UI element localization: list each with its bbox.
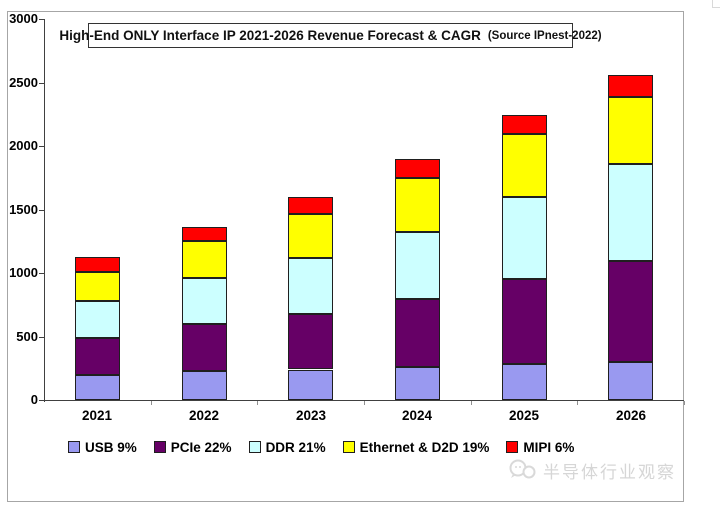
y-axis-tick <box>39 337 44 338</box>
legend-swatch-icon <box>248 441 261 453</box>
bar-segment-pcie <box>502 279 547 364</box>
y-axis-tick <box>39 400 44 401</box>
legend-swatch-icon <box>153 441 166 453</box>
y-axis-tick <box>39 83 44 84</box>
legend-label: PCIe 22% <box>170 439 232 455</box>
y-axis-tick-label: 2000 <box>9 138 38 153</box>
y-axis-tick <box>39 273 44 274</box>
page-corner-fragment <box>712 0 720 8</box>
chart-title-box: High-End ONLY Interface IP 2021-2026 Rev… <box>59 23 602 48</box>
bar-segment-ethernet <box>502 133 547 198</box>
bar-segment-usb <box>75 374 120 400</box>
bar-segment-ddr <box>502 197 547 280</box>
watermark: 半导体行业观察 <box>508 458 676 482</box>
legend-item-ddr: DDR 21% <box>248 439 326 455</box>
bar-segment-ddr <box>288 257 333 314</box>
bar-segment-usb <box>395 367 440 400</box>
x-axis-category-label: 2021 <box>81 408 113 423</box>
legend-label: DDR 21% <box>265 439 326 455</box>
y-axis-tick-label: 0 <box>30 392 38 407</box>
bar-segment-mipi <box>608 74 653 98</box>
legend-item-ethernet: Ethernet & D2D 19% <box>342 439 490 455</box>
bar-segment-mipi <box>182 226 227 242</box>
bar-segment-ddr <box>608 164 653 261</box>
chart-source-note: (Source IPnest-2022) <box>487 29 602 42</box>
bar-segment-mipi <box>288 196 333 214</box>
legend-swatch-icon <box>342 441 355 453</box>
bar-segment-ddr <box>75 300 120 338</box>
y-axis-tick-label: 2500 <box>9 75 38 90</box>
bar-segment-ddr <box>395 232 440 300</box>
y-axis-tick-label: 1000 <box>9 265 38 280</box>
y-axis-tick-label: 500 <box>16 329 38 344</box>
bar-segment-ethernet <box>608 97 653 165</box>
bar-segment-ethernet <box>75 271 120 301</box>
bar-segment-mipi <box>502 114 547 134</box>
y-axis-tick <box>39 210 44 211</box>
x-axis-category-label: 2023 <box>295 408 327 423</box>
bar-segment-ethernet <box>288 213 333 258</box>
y-axis-tick <box>39 19 44 20</box>
legend: USB 9% PCIe 22% DDR 21% Ethernet & D2D 19% M… <box>68 438 574 456</box>
bar-segment-ethernet <box>182 241 227 279</box>
bar-segment-usb <box>502 363 547 400</box>
legend-label: Ethernet & D2D 19% <box>359 439 490 455</box>
legend-label: MIPI 6% <box>523 439 575 455</box>
x-axis-tick <box>364 401 365 405</box>
bar-segment-ddr <box>182 278 227 324</box>
bar-segment-pcie <box>395 299 440 367</box>
bar-segment-mipi <box>395 159 440 178</box>
bar-segment-mipi <box>75 256 120 272</box>
x-axis-tick <box>577 401 578 405</box>
x-axis-category-label: 2025 <box>508 408 540 423</box>
wechat-chat-bubbles-icon <box>509 459 536 479</box>
chart-title: High-End ONLY Interface IP 2021-2026 Rev… <box>59 28 481 43</box>
bar-segment-pcie <box>75 337 120 375</box>
y-axis-tick-label: 3000 <box>9 11 38 26</box>
y-axis-line <box>44 19 45 402</box>
x-axis-category-label: 2024 <box>401 408 433 423</box>
legend-label: USB 9% <box>85 439 137 455</box>
bar-segment-usb <box>608 361 653 400</box>
legend-swatch-icon <box>506 441 519 453</box>
legend-item-pcie: PCIe 22% <box>153 439 232 455</box>
legend-item-mipi: MIPI 6% <box>506 440 574 455</box>
x-axis-line <box>44 400 684 401</box>
bar-segment-pcie <box>288 313 333 370</box>
x-axis-category-label: 2022 <box>188 408 220 423</box>
legend-item-usb: USB 9% <box>68 440 137 455</box>
x-axis-tick <box>151 401 152 405</box>
bar-segment-usb <box>288 369 333 400</box>
bar-segment-ethernet <box>395 177 440 233</box>
legend-swatch-icon <box>68 441 80 453</box>
x-axis-tick <box>684 401 685 405</box>
bar-segment-pcie <box>182 323 227 372</box>
y-axis-tick-label: 1500 <box>9 202 38 217</box>
watermark-text: 半导体行业观察 <box>543 462 676 482</box>
bar-segment-usb <box>182 371 227 400</box>
y-axis-tick <box>39 146 44 147</box>
bar-segment-pcie <box>608 260 653 362</box>
x-axis-category-label: 2026 <box>615 408 647 423</box>
x-axis-tick <box>471 401 472 405</box>
x-axis-tick <box>257 401 258 405</box>
